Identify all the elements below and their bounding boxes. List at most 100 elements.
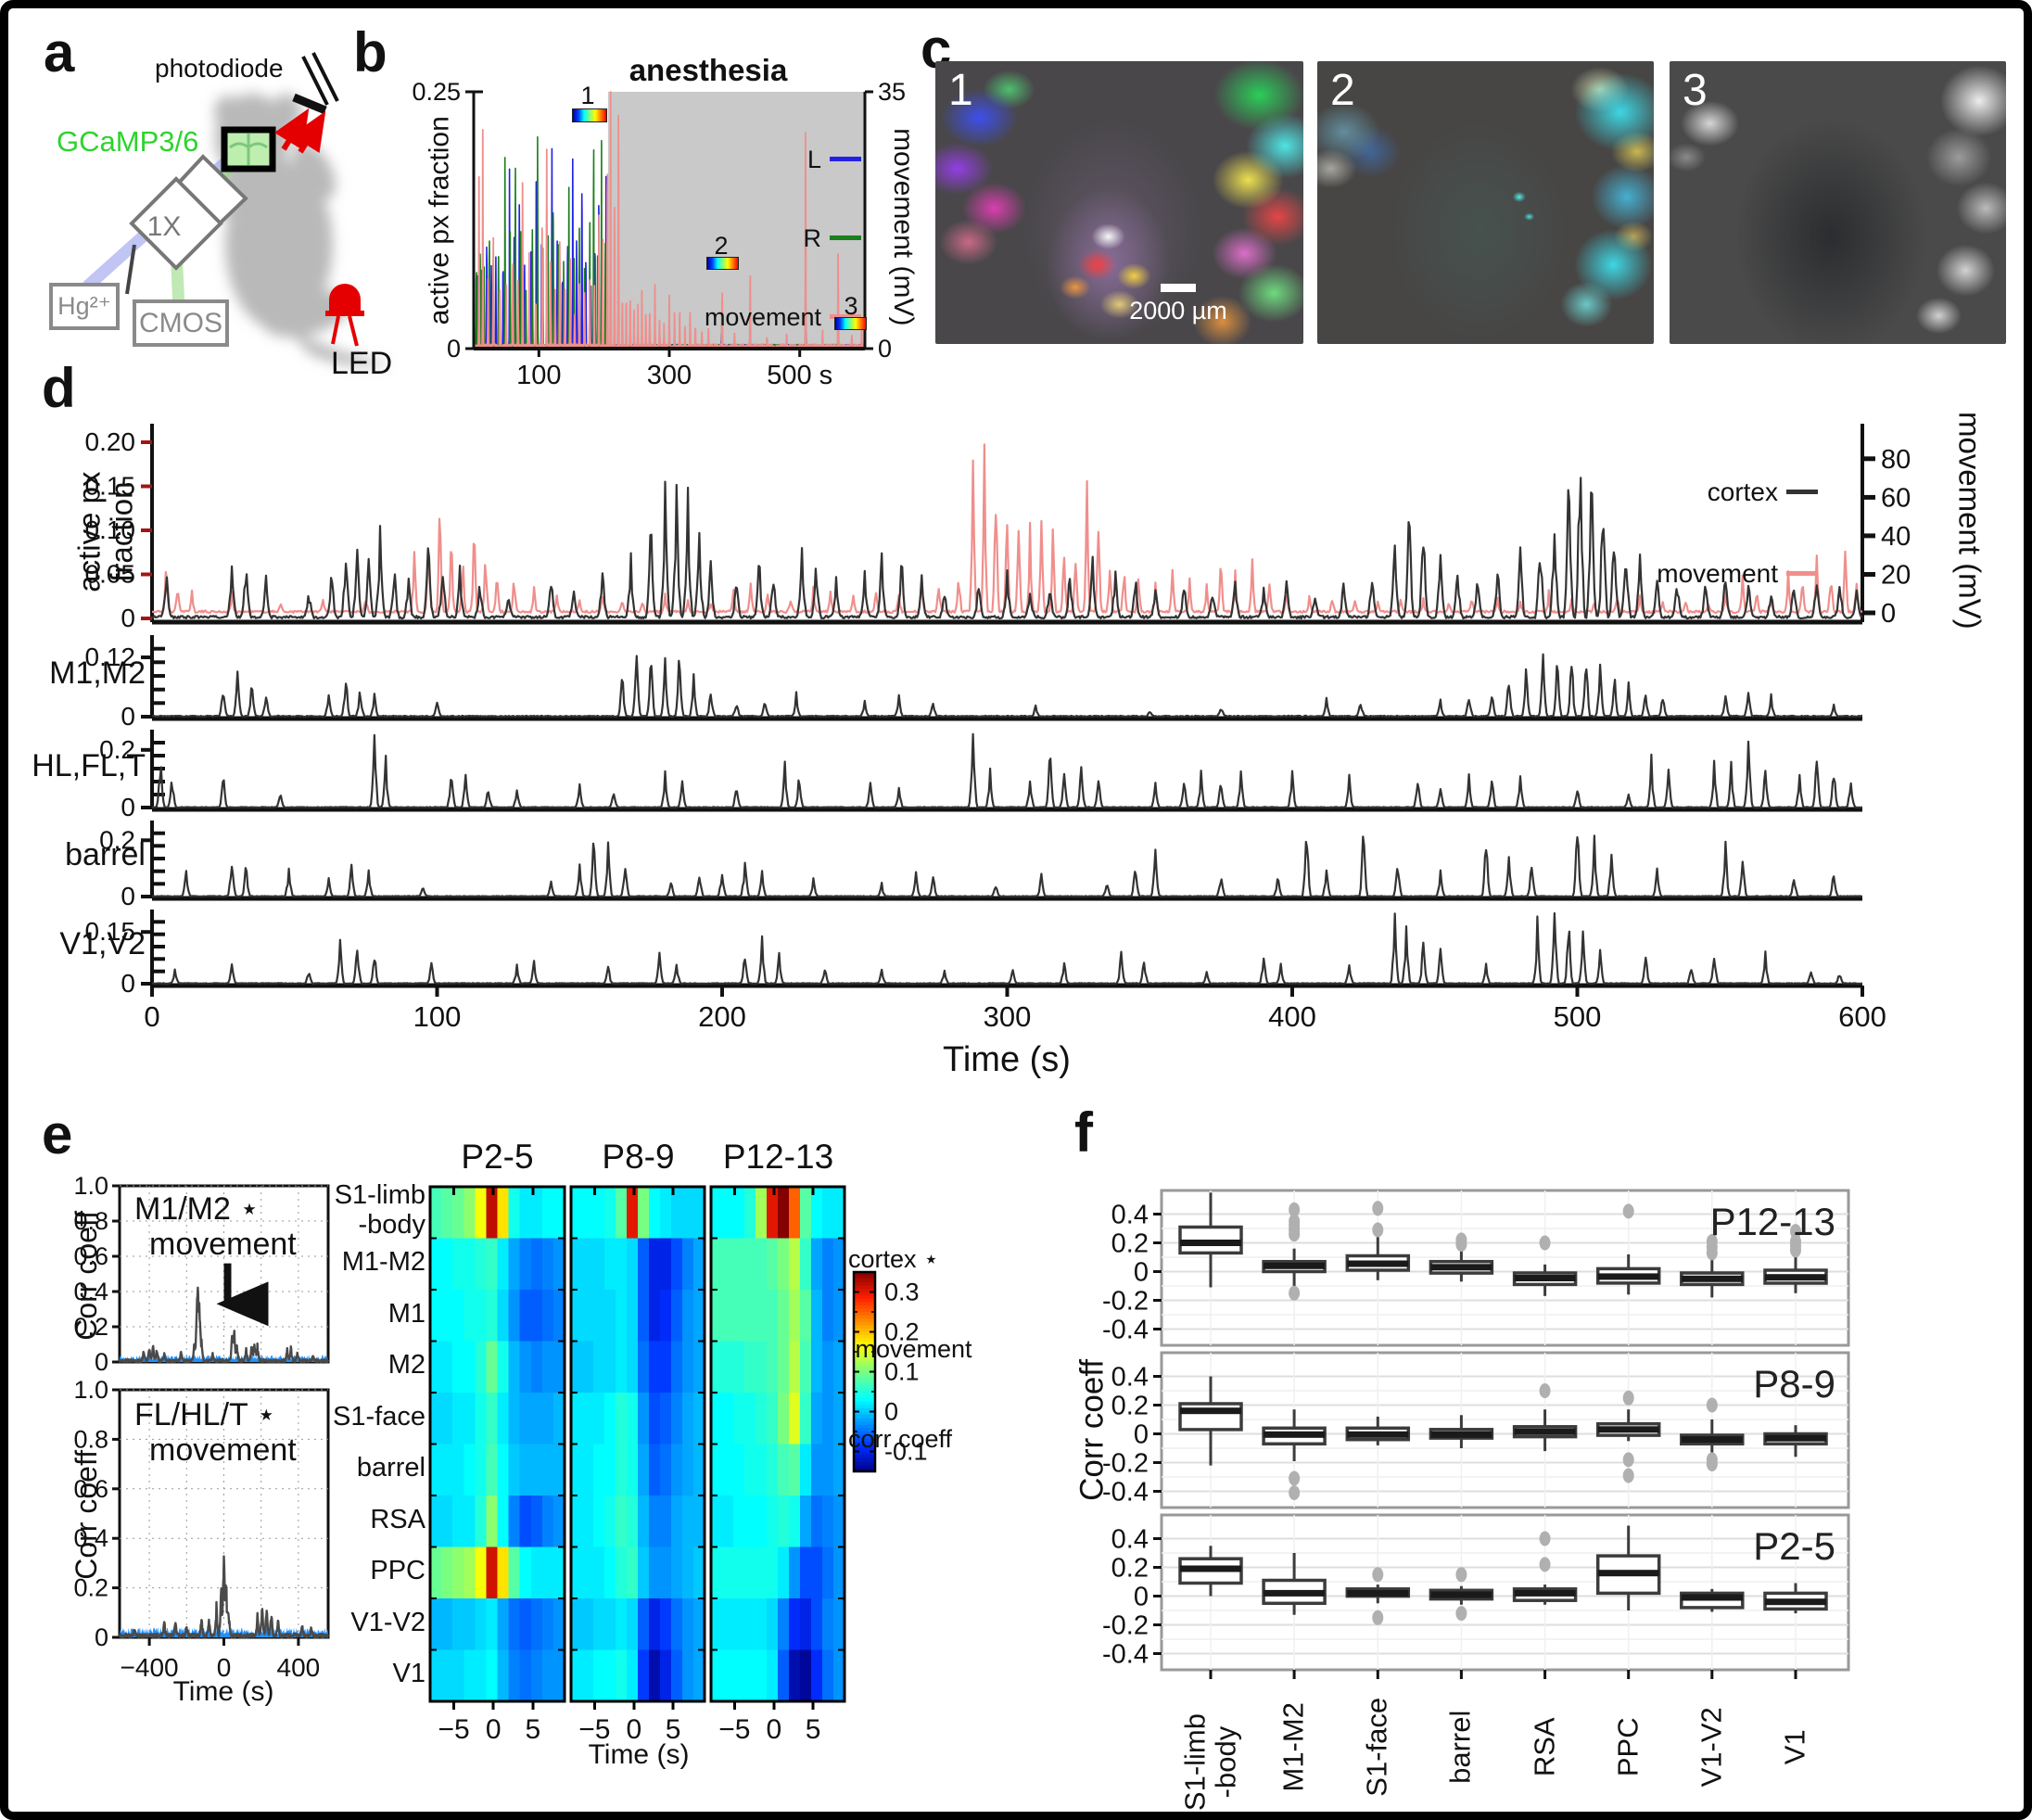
- heatmap-row-label-3: M1: [387, 1299, 425, 1329]
- heatmap-row-label-9: V1-V2: [350, 1608, 425, 1637]
- svg-text:0: 0: [121, 969, 135, 998]
- heatmap-title-p2-5: P2-5: [461, 1138, 534, 1176]
- brain-image-1: 1: [935, 61, 1303, 344]
- svg-text:0: 0: [95, 1348, 108, 1376]
- brain-image-2: 2: [1317, 61, 1654, 344]
- svg-text:400: 400: [277, 1653, 321, 1682]
- legend-r-line-icon: [830, 235, 861, 241]
- svg-text:100: 100: [516, 361, 561, 390]
- led-icon: [325, 284, 364, 347]
- f-category-label-2: M1-M2: [1276, 1702, 1310, 1792]
- svg-text:0.8: 0.8: [73, 1207, 108, 1235]
- heatmap-row-label-1: S1-limb -body: [334, 1180, 425, 1240]
- heatmap-row-label-4: M2: [387, 1350, 425, 1380]
- brain-image-2-number: 2: [1330, 66, 1355, 115]
- svg-text:5: 5: [526, 1714, 541, 1745]
- marker-2-label: 2: [714, 232, 729, 260]
- svg-text:0.3: 0.3: [884, 1279, 920, 1306]
- heatmap-xlabel: Time (s): [588, 1739, 690, 1770]
- svg-text:35: 35: [878, 78, 906, 106]
- f-category-label-1: S1-limb -body: [1178, 1713, 1241, 1812]
- svg-text:−5: −5: [438, 1714, 469, 1745]
- legend-cortex-line-icon: [1786, 489, 1818, 494]
- panel-f-letter: f: [1074, 1101, 1093, 1164]
- marker-1-colorbar-icon: [572, 108, 607, 122]
- legend-d-movement-line-icon: [1786, 571, 1818, 577]
- brain-image-3: 3: [1670, 61, 2006, 344]
- xcorr2-ylabel: Corr coeff: [70, 1449, 104, 1580]
- svg-text:-0.4: -0.4: [1102, 1640, 1149, 1670]
- row-label-v1v2: V1,V2: [59, 926, 146, 961]
- svg-text:1.0: 1.0: [73, 1172, 108, 1200]
- svg-text:0.2: 0.2: [73, 1313, 108, 1341]
- svg-text:500: 500: [1554, 1000, 1602, 1033]
- svg-text:-0.1: -0.1: [884, 1438, 928, 1466]
- f-category-label-3: S1-face: [1360, 1697, 1393, 1797]
- svg-text:0: 0: [121, 702, 135, 731]
- brain-image-3-number: 3: [1683, 66, 1708, 115]
- legend-d-movement-label: movement: [1657, 558, 1778, 588]
- svg-text:300: 300: [984, 1000, 1032, 1033]
- heatmap-row-label-2: M1-M2: [341, 1247, 425, 1277]
- xcorr2-title: FL/HL/T ⋆: [134, 1397, 276, 1432]
- svg-text:0: 0: [121, 882, 135, 910]
- svg-text:0.2: 0.2: [1111, 1554, 1149, 1584]
- panel-e-xcorr-charts: 1.00.80.60.40.201.00.80.60.40.20−400 0 400: [73, 1172, 330, 1682]
- svg-text:0.15: 0.15: [85, 472, 136, 501]
- svg-text:200: 200: [698, 1000, 746, 1033]
- svg-text:0: 0: [766, 1714, 781, 1745]
- heatmap-row-label-6: barrel: [356, 1453, 425, 1483]
- panel-f-boxplots: 0.40.20-0.2-0.4P12-130.40.20-0.2-0.4P8-9…: [1102, 1189, 1850, 1679]
- svg-text:0: 0: [121, 793, 135, 821]
- panel-e-letter: e: [42, 1103, 73, 1165]
- svg-text:0: 0: [1881, 599, 1896, 629]
- svg-text:20: 20: [1881, 561, 1911, 591]
- xcorr1-subtitle: movement: [149, 1227, 297, 1262]
- panel-b-ylabel-left: active px fraction: [424, 116, 455, 325]
- svg-text:60: 60: [1881, 483, 1911, 513]
- svg-text:0.25: 0.25: [412, 78, 461, 106]
- heatmap-row-label-7: RSA: [370, 1505, 425, 1534]
- svg-text:−5: −5: [718, 1714, 750, 1745]
- svg-text:0.2: 0.2: [73, 1574, 108, 1602]
- marker-3-label: 3: [844, 292, 858, 320]
- panel-b-ylabel-right: movement (mV): [887, 128, 919, 326]
- xcorr-xlabel: Time (s): [172, 1676, 274, 1707]
- svg-text:-0.4: -0.4: [1102, 1316, 1149, 1345]
- svg-text:1.0: 1.0: [73, 1376, 108, 1404]
- legend-l-label: L: [806, 145, 821, 173]
- heatmap-title-p12-13: P12-13: [722, 1138, 834, 1176]
- svg-text:100: 100: [413, 1000, 462, 1033]
- svg-text:0.8: 0.8: [73, 1425, 108, 1453]
- panel-d-chart: 0.200.150.100.0508060402000.1200.200.200…: [85, 424, 1911, 1033]
- colorbar: 0.3 0.2 0.1 0 -0.1: [852, 1270, 928, 1473]
- photodiode-label: photodiode: [155, 54, 284, 83]
- svg-text:P8-9: P8-9: [1753, 1362, 1835, 1406]
- cmos-box: [133, 299, 229, 347]
- marker-1-label: 1: [580, 82, 595, 109]
- brain-image-1-number: 1: [948, 66, 973, 115]
- marker-2-colorbar-icon: [706, 257, 739, 270]
- svg-text:5: 5: [806, 1714, 821, 1745]
- scalebar: [1161, 284, 1196, 292]
- panel-b-legend: L R movement: [657, 94, 861, 383]
- svg-text:0: 0: [144, 1000, 159, 1033]
- row-label-barrel: barrel: [65, 837, 146, 872]
- svg-text:600: 600: [1838, 1000, 1886, 1033]
- f-category-label-8: V1: [1778, 1729, 1811, 1765]
- legend-movement-label: movement: [704, 302, 821, 331]
- xcorr1-title: M1/M2 ⋆: [134, 1191, 260, 1227]
- heatmap-row-label-5: S1-face: [333, 1402, 425, 1432]
- svg-text:0: 0: [878, 335, 892, 363]
- svg-text:0: 0: [121, 604, 135, 632]
- panel-a-letter: a: [44, 21, 75, 83]
- panel-d-xlabel: Time (s): [943, 1040, 1071, 1079]
- legend-cortex-label: cortex: [1707, 477, 1778, 506]
- heatmap-row-label-10: V1: [392, 1659, 425, 1688]
- panel-b-letter: b: [353, 21, 387, 83]
- panel-e-heatmaps: −5 0 5 −5 0 5 −5 0 5: [428, 1185, 846, 1745]
- row-label-hlflt: HL,FL,T: [32, 748, 146, 783]
- panel-d-ylabel-right: movement (mV): [1952, 411, 1988, 630]
